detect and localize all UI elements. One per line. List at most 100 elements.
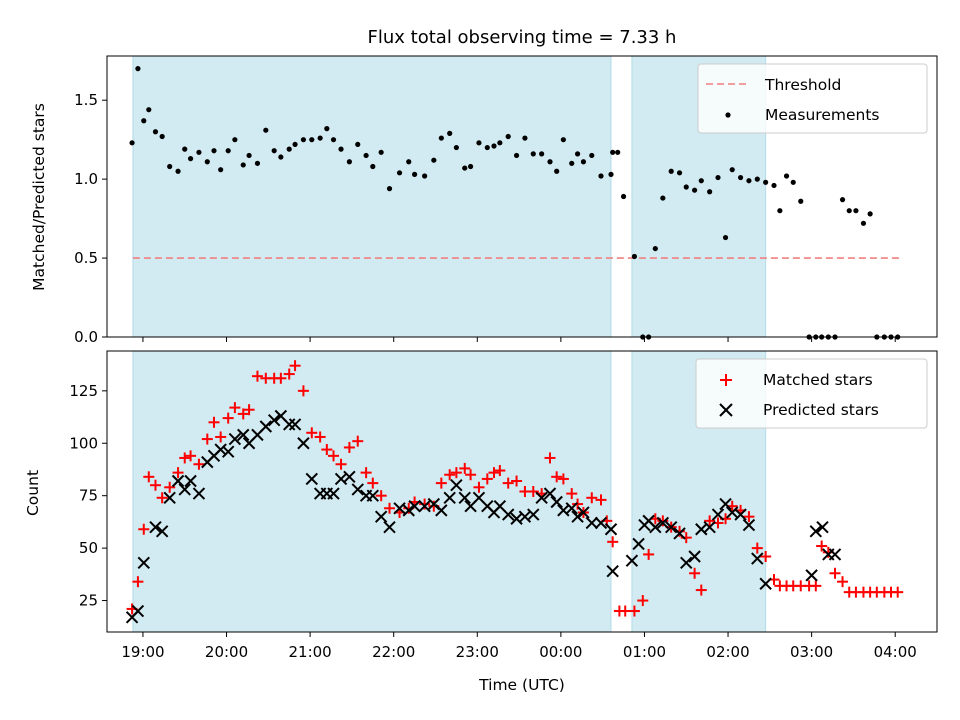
predicted-star-point: [632, 537, 645, 551]
matched-star-point: [384, 502, 396, 514]
measurement-point: [484, 144, 490, 151]
matched-star-point: [185, 450, 197, 462]
legend-predicted-label: Predicted stars: [763, 401, 879, 419]
predicted-star-point: [565, 502, 578, 515]
predicted-star-point: [383, 520, 396, 534]
matched-star-point: [643, 548, 655, 560]
matched-star-point: [695, 584, 707, 596]
matched-star-point: [444, 469, 456, 481]
predicted-star-point: [585, 516, 599, 530]
matched-star-point: [283, 368, 295, 380]
predicted-star-point: [680, 556, 693, 570]
measurement-point: [300, 137, 307, 143]
matched-star-point: [179, 452, 191, 464]
predicted-star-point: [458, 491, 471, 504]
measurement-point: [707, 189, 713, 195]
matched-star-point: [164, 481, 176, 493]
predicted-star-point: [734, 508, 747, 521]
predicted-star-point: [131, 604, 145, 618]
measurement-point: [620, 193, 627, 200]
matched-star-point: [208, 416, 220, 428]
predicted-star-point: [393, 502, 406, 515]
predicted-star-point: [805, 569, 818, 582]
measurement-point: [363, 152, 369, 159]
measurement-point: [839, 197, 846, 203]
measurement-point: [309, 137, 315, 143]
predicted-star-point: [221, 445, 235, 458]
x-tick-label: 03:00: [790, 643, 833, 661]
measurement-point: [610, 149, 616, 155]
measurement-point: [783, 173, 790, 179]
bottom-axes-frame: [106, 350, 938, 633]
predicted-star-point: [408, 499, 421, 513]
predicted-star-point: [673, 527, 686, 540]
matched-star-point: [243, 404, 255, 416]
predicted-star-point: [625, 554, 639, 567]
bottom-legend: Matched stars Predicted stars: [695, 358, 928, 429]
measurement-point: [867, 211, 873, 217]
predicted-star-point: [550, 495, 563, 509]
matched-star-point: [450, 467, 462, 479]
measurement-point: [406, 159, 412, 165]
matched-star-point: [829, 567, 841, 579]
measurement-point: [167, 163, 173, 170]
measurement-point: [422, 173, 428, 179]
x-tick-label: 02:00: [706, 643, 749, 661]
matched-star-point: [628, 605, 640, 617]
predicted-star-point: [688, 550, 701, 563]
predicted-star-point: [656, 516, 670, 530]
matched-star-point: [360, 467, 372, 479]
measurement-point: [846, 208, 852, 214]
measurement-point: [292, 141, 298, 148]
predicted-star-point: [184, 474, 197, 488]
measurement-point: [338, 146, 344, 152]
measurement-point: [476, 140, 482, 146]
predicted-star-point: [259, 420, 273, 433]
chart-title: Flux total observing time = 7.33 h: [368, 27, 677, 48]
measurement-point: [652, 245, 658, 252]
top-observing-windows: [132, 55, 767, 338]
bot-y-tick-label: 25: [79, 592, 98, 610]
predicted-star-point: [343, 470, 356, 484]
measurement-point: [763, 179, 769, 185]
legend-threshold-label: Threshold: [764, 76, 841, 94]
x-tick-label: 04:00: [874, 643, 917, 661]
matched-star-point: [465, 469, 477, 481]
matched-star-point: [306, 427, 318, 439]
measurement-point: [187, 156, 194, 162]
top-y-tick-label: 1.0: [74, 170, 98, 188]
bottom-x-ticks: 19:00 20:00 21:00 22:00 23:00 00:00 01:00 02:00…: [121, 632, 917, 661]
top-y-tick-label: 0.0: [74, 328, 98, 346]
matched-star-point: [689, 567, 701, 579]
predicted-star-point: [149, 520, 162, 534]
measurement-point: [462, 165, 468, 171]
predicted-star-point: [418, 499, 431, 513]
measurement-point: [152, 129, 159, 135]
matched-star-point: [367, 477, 379, 489]
predicted-star-point: [577, 506, 590, 519]
measurement-point: [574, 151, 581, 157]
measurement-point: [491, 143, 497, 149]
predicted-star-point: [527, 508, 540, 521]
matched-star-point: [837, 576, 849, 588]
matched-star-point: [149, 479, 161, 491]
measurement-point: [324, 126, 330, 132]
predicted-star-point: [502, 508, 515, 521]
measurement-point: [317, 135, 323, 141]
measurement-point: [254, 160, 261, 166]
matched-star-point: [544, 452, 556, 464]
measurement-point: [513, 152, 520, 159]
predicted-star-point: [283, 418, 296, 431]
measurement-point: [539, 151, 545, 157]
predicted-star-point: [828, 548, 842, 561]
measurement-point: [286, 146, 292, 152]
measurement-point: [438, 135, 444, 141]
bot-y-tick-label: 75: [79, 487, 98, 505]
predicted-star-point: [703, 520, 716, 534]
matched-star-point: [343, 441, 355, 453]
predicted-star-point: [443, 491, 456, 504]
matched-star-point: [481, 473, 493, 485]
matched-star-point: [132, 576, 144, 588]
bot-observing-window-0: [132, 350, 612, 633]
top-y-ticks: 0.0 0.5 1.0 1.5: [74, 91, 107, 346]
